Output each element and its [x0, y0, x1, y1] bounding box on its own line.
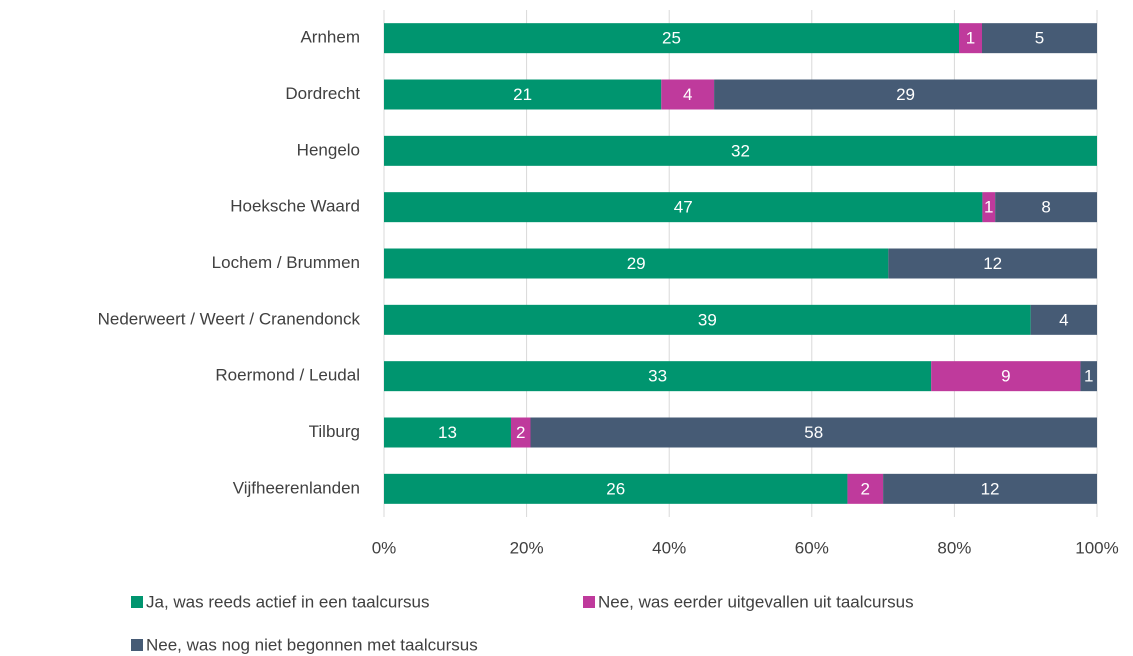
legend-swatch — [583, 596, 595, 608]
data-label: 13 — [438, 423, 457, 442]
data-label: 47 — [674, 198, 693, 217]
data-label: 4 — [1059, 310, 1068, 329]
bar-segment — [883, 473, 1097, 504]
bar-segment — [384, 248, 889, 279]
bar-segment — [384, 192, 983, 223]
bar-segment — [530, 417, 1097, 448]
x-tick-label: 0% — [372, 538, 397, 557]
bar-segment — [959, 23, 982, 54]
y-tick-label: Nederweert / Weert / Cranendonck — [98, 309, 361, 328]
data-label: 2 — [861, 479, 870, 498]
y-tick-label: Roermond / Leudal — [215, 366, 360, 385]
bar-segment — [714, 79, 1097, 110]
data-label: 12 — [981, 479, 1000, 498]
data-label: 32 — [731, 141, 750, 160]
data-label: 58 — [804, 423, 823, 442]
legend-swatch — [131, 596, 143, 608]
bar-segment — [982, 23, 1097, 54]
y-tick-label: Hoeksche Waard — [230, 197, 360, 216]
data-label: 25 — [662, 29, 681, 48]
bar-segment — [847, 473, 884, 504]
y-tick-label: Lochem / Brummen — [212, 253, 360, 272]
bar-segment — [384, 23, 959, 54]
data-label: 21 — [513, 85, 532, 104]
data-label: 5 — [1035, 29, 1044, 48]
y-tick-label: Vijfheerenlanden — [233, 478, 360, 497]
y-tick-label: Tilburg — [309, 422, 360, 441]
bar-segment — [1030, 304, 1097, 335]
data-label: 4 — [683, 85, 692, 104]
bar-segment — [995, 192, 1097, 223]
bar-segment — [931, 361, 1081, 392]
bar-segment — [384, 304, 1031, 335]
data-label: 2 — [516, 423, 525, 442]
bar-segment — [384, 79, 662, 110]
data-label: 1 — [984, 198, 993, 217]
bar-segment — [384, 361, 932, 392]
bar-segment — [384, 473, 848, 504]
bar-segment — [384, 417, 511, 448]
x-tick-label: 20% — [510, 538, 544, 557]
data-label: 26 — [606, 479, 625, 498]
data-label: 12 — [983, 254, 1002, 273]
bar-segment — [510, 417, 531, 448]
x-tick-label: 100% — [1075, 538, 1118, 557]
data-label: 33 — [648, 367, 667, 386]
data-label: 29 — [896, 85, 915, 104]
x-tick-label: 40% — [652, 538, 686, 557]
data-label: 1 — [966, 29, 975, 48]
y-tick-label: Hengelo — [297, 140, 360, 159]
y-tick-label: Arnhem — [300, 28, 360, 47]
x-tick-label: 80% — [937, 538, 971, 557]
bar-segment — [1080, 361, 1097, 392]
bar-segment — [982, 192, 996, 223]
data-label: 39 — [698, 310, 717, 329]
data-label: 9 — [1001, 367, 1010, 386]
legend-label: Ja, was reeds actief in een taalcursus — [146, 592, 429, 611]
y-tick-label: Dordrecht — [285, 84, 360, 103]
data-label: 1 — [1084, 367, 1093, 386]
legend-swatch — [131, 639, 143, 651]
bar-segment — [384, 135, 1097, 166]
x-tick-label: 60% — [795, 538, 829, 557]
data-label: 8 — [1041, 198, 1050, 217]
legend-label: Nee, was eerder uitgevallen uit taalcurs… — [598, 592, 914, 611]
legend-label: Nee, was nog niet begonnen met taalcursu… — [146, 635, 478, 654]
bar-segment — [888, 248, 1097, 279]
data-label: 29 — [627, 254, 646, 273]
bar-segment — [661, 79, 715, 110]
